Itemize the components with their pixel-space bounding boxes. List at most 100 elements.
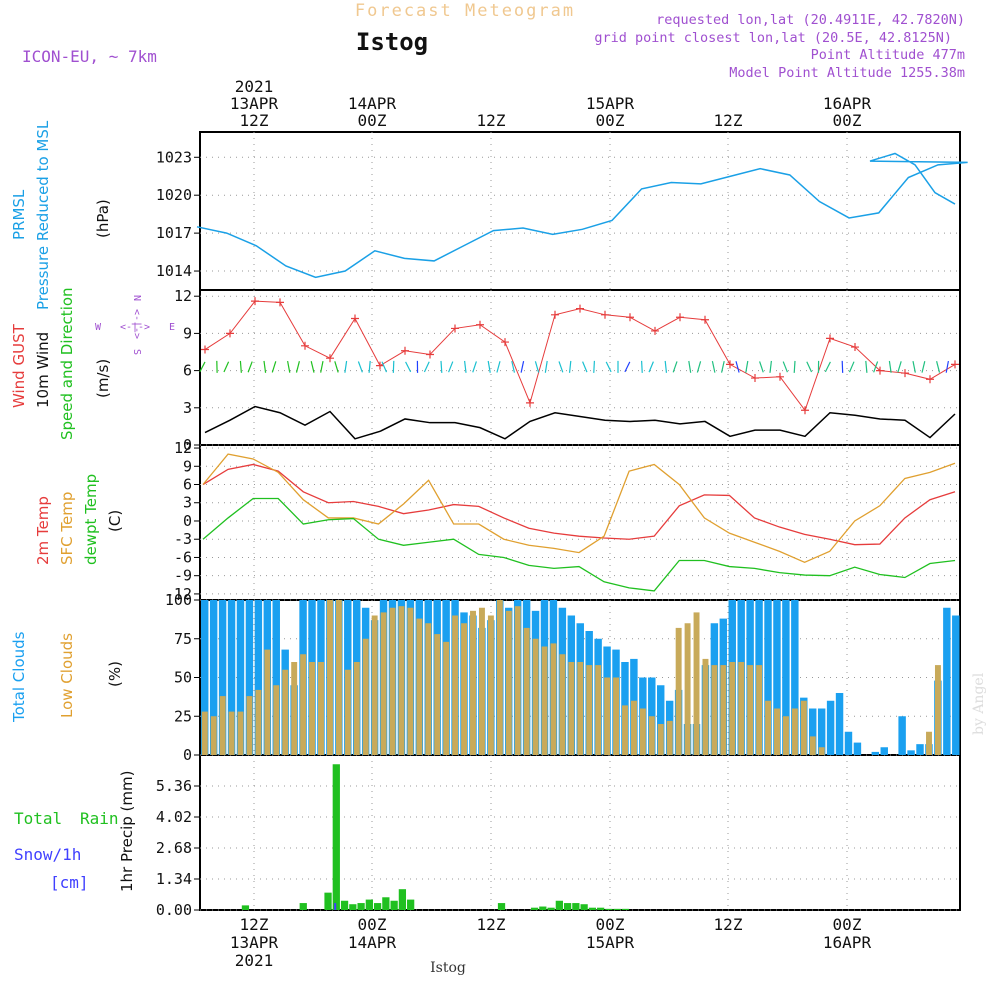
ytick-label-3-0: 0	[183, 746, 192, 764]
wind-arrow	[873, 361, 879, 373]
rain-bar	[390, 900, 398, 910]
dewpt-line	[202, 497, 956, 592]
pressure-labels: PRMSL Pressure Reduced to MSL (hPa)	[10, 120, 112, 310]
gust-marker	[926, 375, 934, 384]
rain-bar	[539, 906, 547, 910]
ytick-label-3-4: 100	[165, 591, 192, 609]
compass-vertical: <-|->	[131, 309, 142, 339]
rain-bar	[365, 899, 373, 910]
low-cloud-bar	[434, 634, 441, 755]
wind-arrow	[320, 360, 324, 373]
top-hour-1: 00Z	[358, 111, 387, 130]
wind-arrow	[558, 361, 564, 373]
rain-bar	[580, 904, 588, 910]
low-cloud-bar	[639, 708, 646, 755]
station-name: Istog	[356, 28, 428, 56]
low-cloud-bar	[934, 665, 941, 755]
dewpt-label: dewpt Temp	[82, 474, 100, 565]
top-date-0: 13APR	[230, 94, 279, 113]
wind-arrow	[888, 360, 892, 373]
wind-arrow	[605, 361, 612, 373]
wind-arrow	[423, 361, 430, 373]
low-cloud-bar	[568, 662, 575, 755]
total-cloud-bar	[853, 742, 862, 755]
low-cloud-bar	[389, 607, 396, 755]
low-cloud-bar	[470, 610, 476, 755]
low-cloud-bar	[282, 669, 289, 755]
total-cloud-bar	[657, 685, 665, 755]
low-cloud-bar	[675, 627, 682, 755]
rain-bar	[407, 899, 415, 910]
wind-arrow	[405, 361, 412, 373]
compass-rose: W <-|-> E N <-|-> S	[95, 295, 175, 355]
gust-marker	[426, 350, 434, 359]
bottom-date-5: 16APR	[823, 933, 872, 952]
low-cloud-bar	[926, 731, 932, 755]
wind-arrow	[534, 361, 540, 373]
low-cloud-bar	[273, 685, 280, 755]
low-cloud-bar	[747, 665, 754, 755]
rain-bar	[547, 907, 555, 910]
bottom-date-3: 15APR	[586, 933, 635, 952]
wind-arrow	[593, 360, 595, 373]
total-cloud-bar	[272, 600, 280, 755]
wind-arrow	[271, 361, 277, 373]
low-cloud-bar	[344, 669, 351, 755]
ytick-label-1-4: 12	[174, 287, 192, 305]
precip-axis-label: 1hr Precip (mm)	[118, 771, 136, 892]
wind-unit: (m/s)	[94, 359, 112, 398]
wind-arrow	[334, 361, 339, 373]
wind-arrow	[464, 360, 467, 373]
wind-arrow	[381, 361, 388, 373]
low-cloud-bar	[237, 711, 244, 755]
wind10-line	[204, 405, 956, 440]
top-date-3: 15APR	[586, 94, 635, 113]
low-cloud-bar	[443, 641, 450, 755]
top-hour-0: 12Z	[240, 111, 269, 130]
cloud-unit: (%)	[106, 661, 124, 687]
plots: 1014101710201023036912-12-9-6-3036912025…	[156, 131, 968, 919]
wind-arrow	[672, 361, 678, 373]
wind-arrow	[344, 360, 348, 373]
total-cloud-bar	[835, 693, 844, 755]
low-cloud-bar	[559, 654, 566, 755]
bottom-hour-0: 12Z	[240, 915, 269, 934]
low-cloud-bar	[738, 662, 745, 755]
wind-arrow	[440, 360, 443, 373]
total-cloud-bar	[809, 708, 817, 755]
gust-marker	[351, 314, 359, 323]
pressure-label-1: PRMSL	[10, 189, 28, 240]
low-cloud-bar	[353, 662, 360, 755]
ytick-label-2-8: 12	[174, 439, 192, 457]
gust-marker	[876, 366, 884, 375]
total-cloud-bar	[898, 716, 906, 755]
wind-arrow	[759, 361, 764, 373]
bottom-date-1: 14APR	[348, 933, 397, 952]
compass-n: N	[131, 295, 142, 301]
low-cloud-bar	[720, 665, 727, 755]
low-cloud-bar	[452, 615, 459, 755]
header-title: Forecast Meteogram	[355, 1, 575, 21]
low-cloud-bar	[335, 600, 342, 755]
total-cloud-bar	[907, 750, 915, 755]
snow-label: Snow/1h	[14, 845, 81, 864]
wind-arrow	[368, 360, 371, 373]
low-cloud-bar	[577, 662, 584, 755]
ytick-label-0-2: 1020	[156, 186, 192, 204]
total-cloud-bar	[227, 600, 236, 755]
ytick-label-4-4: 5.36	[156, 777, 192, 795]
gust-marker	[201, 345, 209, 354]
gust-marker	[651, 326, 659, 335]
rain-bar	[324, 892, 332, 910]
rain-bar	[563, 903, 572, 910]
rain-bar	[299, 903, 307, 910]
ytick-label-3-2: 50	[174, 669, 192, 687]
bottom-time-axis: 12Z 13APR 2021 00Z 14APR 12Z 00Z 15APR 1…	[230, 915, 872, 970]
wind-arrow	[696, 361, 702, 373]
gust-marker	[501, 338, 509, 347]
wind-arrow	[448, 361, 454, 373]
gust-marker	[301, 341, 309, 350]
gust-marker	[776, 372, 784, 381]
ytick-label-4-3: 4.02	[156, 808, 192, 826]
wind-arrow	[199, 361, 206, 373]
